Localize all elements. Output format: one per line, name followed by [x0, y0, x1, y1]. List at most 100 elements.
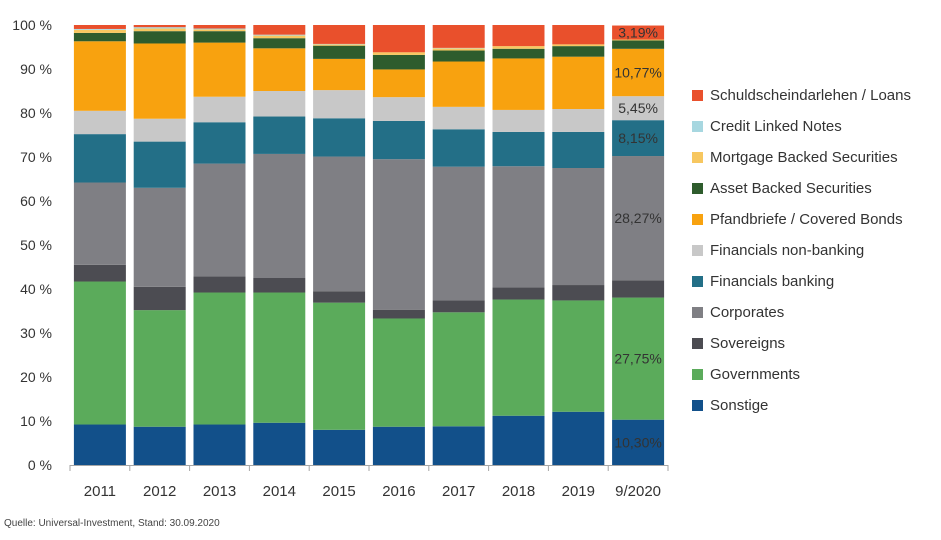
bar-segment-asset-backed-securities [193, 31, 246, 43]
bar-segment-credit-linked-notes [193, 28, 246, 30]
legend-item-pfandbriefe-covered-bonds: Pfandbriefe / Covered Bonds [692, 204, 937, 235]
bar-segment-asset-backed-securities [372, 54, 425, 70]
bar-segment-mortgage-backed-securities [552, 44, 605, 47]
bar-segment-sovereigns [133, 286, 186, 311]
legend-item-credit-linked-notes: Credit Linked Notes [692, 111, 937, 142]
bar-segment-schuldscheindarlehen-loans [313, 25, 366, 44]
bar-segment-schuldscheindarlehen-loans [552, 25, 605, 45]
legend-label: Asset Backed Securities [710, 180, 872, 197]
bar-segment-sonstige [552, 411, 605, 465]
legend-item-financials-banking: Financials banking [692, 266, 937, 297]
bar-segment-financials-banking [372, 120, 425, 160]
bar-segment-asset-backed-securities [73, 32, 126, 42]
data-label: 5,45% [618, 100, 658, 116]
legend-swatch [692, 307, 703, 318]
x-tick-label: 2017 [442, 483, 475, 500]
bar-segment-schuldscheindarlehen-loans [133, 25, 186, 28]
legend-label: Mortgage Backed Securities [710, 149, 898, 166]
bar-segment-pfandbriefe-covered-bonds [73, 41, 126, 111]
bar-segment-sonstige [432, 426, 485, 465]
bar-segment-mortgage-backed-securities [313, 44, 366, 46]
bar-segment-asset-backed-securities [133, 31, 186, 44]
bar-segment-schuldscheindarlehen-loans [492, 25, 545, 47]
bar-segment-mortgage-backed-securities [372, 52, 425, 55]
source-note: Quelle: Universal-Investment, Stand: 30.… [4, 518, 220, 529]
bar-segment-sonstige [372, 426, 425, 465]
y-tick-label: 40 % [20, 281, 52, 297]
bar-segment-governments [492, 299, 545, 416]
bar-segment-pfandbriefe-covered-bonds [612, 48, 665, 97]
bar-segment-corporates [133, 187, 186, 287]
bar-segment-sonstige [133, 426, 186, 465]
bar-segment-financials-non-banking [492, 109, 545, 132]
data-label: 27,75% [614, 351, 661, 367]
bar-segment-sovereigns [552, 285, 605, 301]
data-label: 8,15% [618, 130, 658, 146]
bar-segment-sovereigns [372, 309, 425, 319]
bar-segment-asset-backed-securities [552, 46, 605, 57]
legend-swatch [692, 276, 703, 287]
bar-segment-corporates [193, 163, 246, 277]
x-tick-label: 2013 [203, 483, 236, 500]
legend-label: Financials non-banking [710, 242, 865, 259]
bar-segment-mortgage-backed-securities [133, 28, 186, 32]
data-label: 3,19% [618, 25, 658, 41]
bar-segment-financials-banking [73, 134, 126, 183]
bar-segment-credit-linked-notes [133, 27, 186, 29]
bar-segment-schuldscheindarlehen-loans [372, 25, 425, 53]
legend-item-mortgage-backed-securities: Mortgage Backed Securities [692, 142, 937, 173]
bar-segment-asset-backed-securities [492, 48, 545, 59]
bar-segment-sovereigns [73, 264, 126, 282]
data-label: 10,77% [614, 64, 661, 80]
legend-item-schuldscheindarlehen-loans: Schuldscheindarlehen / Loans [692, 80, 937, 111]
bar-segment-sovereigns [492, 287, 545, 300]
y-tick-label: 60 % [20, 193, 52, 209]
bar-segment-corporates [253, 153, 306, 278]
bar-segment-sonstige [193, 424, 246, 465]
x-tick-label: 2015 [322, 483, 355, 500]
bar-segment-financials-banking [552, 131, 605, 168]
bar-segment-pfandbriefe-covered-bonds [552, 56, 605, 110]
bar-segment-asset-backed-securities [253, 38, 306, 49]
y-tick-label: 90 % [20, 61, 52, 77]
bar-segment-sovereigns [432, 300, 485, 313]
bar-segment-sovereigns [193, 276, 246, 293]
data-label: 28,27% [614, 210, 661, 226]
bar-segment-sonstige [492, 415, 545, 465]
bar-segment-sovereigns [612, 280, 665, 298]
bar-segment-financials-non-banking [133, 118, 186, 142]
bar-segment-sovereigns [313, 291, 366, 303]
bar-segment-financials-banking [612, 120, 665, 157]
bar-segment-financials-non-banking [193, 96, 246, 123]
y-tick-label: 50 % [20, 237, 52, 253]
bar-segment-financials-non-banking [313, 90, 366, 119]
bar-segment-asset-backed-securities [313, 45, 366, 59]
x-tick-label: 2018 [502, 483, 535, 500]
bar-segment-corporates [372, 159, 425, 310]
y-tick-label: 0 % [28, 457, 52, 473]
bar-segment-governments [253, 292, 306, 423]
legend-swatch [692, 90, 703, 101]
bar-segment-schuldscheindarlehen-loans [432, 25, 485, 48]
bar-segment-schuldscheindarlehen-loans [73, 25, 126, 29]
stacked-bar-chart: 0 % 10 % 20 % 30 % 40 % 50 % 60 % 70 % 80 % 90 % 1… [12, 17, 669, 500]
bar-segment-corporates [313, 156, 366, 292]
bar-segment-governments [372, 318, 425, 427]
bar-segment-financials-non-banking [552, 109, 605, 132]
bar-segment-financials-non-banking [432, 106, 485, 130]
legend-item-sovereigns: Sovereigns [692, 328, 937, 359]
legend-label: Credit Linked Notes [710, 118, 842, 135]
legend-item-governments: Governments [692, 359, 937, 390]
bar-segment-financials-banking [492, 131, 545, 167]
x-tick-label: 2012 [143, 483, 176, 500]
bar-segment-financials-non-banking [253, 91, 306, 117]
x-tick-label: 2019 [562, 483, 595, 500]
bar-segment-financials-banking [133, 141, 186, 188]
legend-label: Pfandbriefe / Covered Bonds [710, 211, 903, 228]
data-label: 10,30% [614, 434, 661, 450]
x-tick-label: 2016 [382, 483, 415, 500]
legend-swatch [692, 183, 703, 194]
bar-segment-sonstige [253, 422, 306, 465]
bar-segment-sovereigns [253, 278, 306, 293]
bar-segment-governments [73, 281, 126, 425]
